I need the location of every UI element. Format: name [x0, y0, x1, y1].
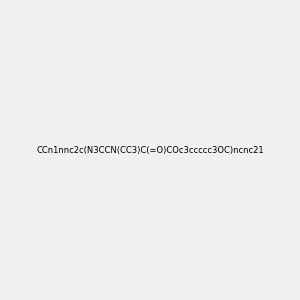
Text: CCn1nnc2c(N3CCN(CC3)C(=O)COc3ccccc3OC)ncnc21: CCn1nnc2c(N3CCN(CC3)C(=O)COc3ccccc3OC)nc… — [36, 146, 264, 154]
